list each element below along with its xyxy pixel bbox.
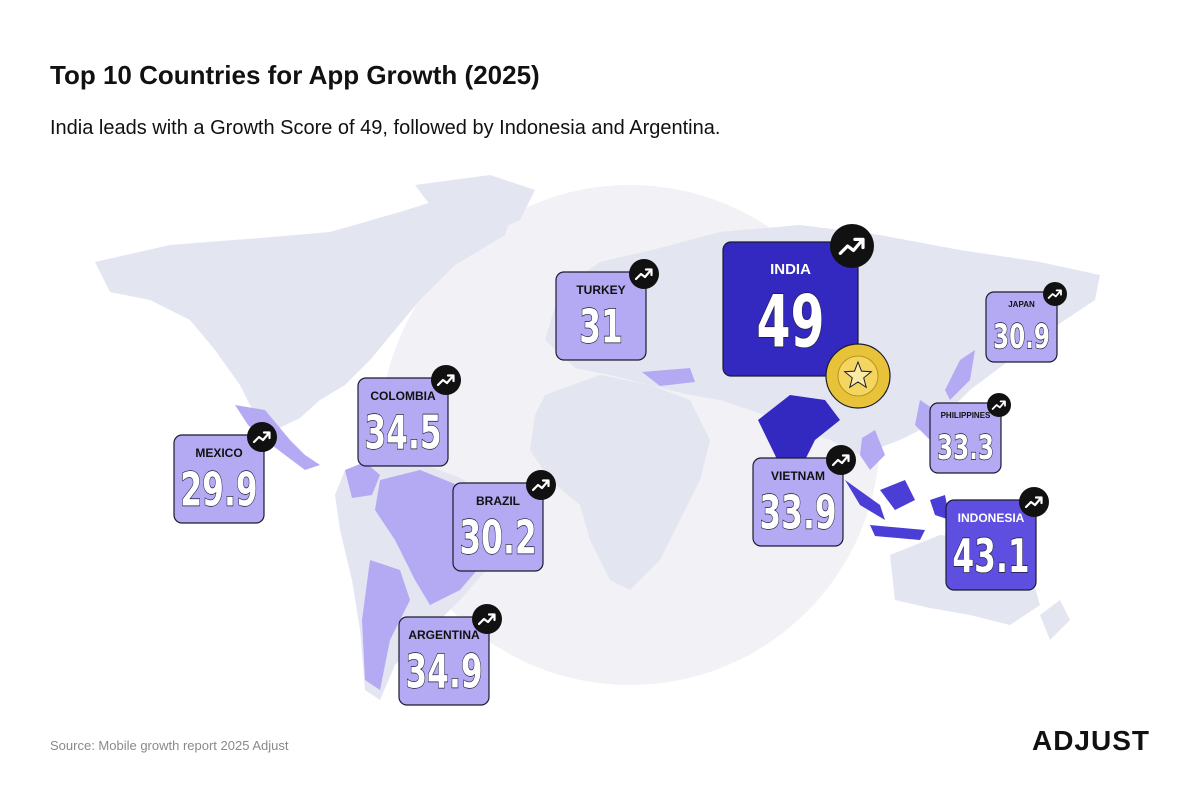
trend-arrow	[436, 374, 455, 387]
country-name: PHILIPPINES	[941, 411, 991, 420]
country-cards: MEXICO 29.9 COLOMBIA 34.5 BRAZIL 30.2 ARGENTIN…	[173, 224, 1067, 706]
trend-arrow-head	[999, 400, 1006, 407]
trend-arrow	[252, 431, 271, 444]
country-name: JAPAN	[1008, 300, 1035, 309]
trend-badge	[830, 224, 874, 268]
trend-arrow	[477, 613, 496, 626]
trend-arrow-head	[446, 374, 455, 383]
country-name: VIETNAM	[771, 469, 825, 483]
trend-badge	[629, 259, 659, 289]
greenland	[415, 175, 535, 238]
mexico-shape	[235, 405, 320, 470]
trend-badge	[1019, 487, 1049, 517]
card-box	[722, 241, 859, 377]
trend-arrow-head	[262, 431, 271, 440]
trend-arrow-head	[1034, 496, 1043, 505]
trend-badge	[987, 393, 1011, 417]
trend-badge	[1043, 282, 1067, 306]
country-card: INDIA 49	[722, 224, 891, 409]
sumatra	[845, 480, 885, 520]
japan-shape	[945, 350, 975, 400]
country-name: MEXICO	[195, 446, 242, 460]
trend-badge	[247, 422, 277, 452]
africa	[530, 375, 710, 590]
growth-score: 33.9	[759, 486, 836, 540]
country-name: ARGENTINA	[408, 628, 480, 642]
trend-badge	[526, 470, 556, 500]
trend-arrow-head	[487, 613, 496, 622]
card-box	[357, 377, 449, 467]
vietnam-shape	[860, 430, 885, 470]
trend-arrow	[831, 454, 850, 467]
title: Top 10 Countries for App Growth (2025)	[50, 60, 540, 90]
country-card: COLOMBIA 34.5	[357, 365, 461, 467]
new-zealand	[1040, 600, 1070, 640]
card-box	[752, 457, 844, 547]
country-name: COLOMBIA	[370, 389, 436, 403]
trend-arrow	[1047, 289, 1062, 299]
subtitle: India leads with a Growth Score of 49, f…	[50, 117, 720, 139]
country-card: MEXICO 29.9	[173, 422, 277, 524]
country-name: BRAZIL	[476, 494, 520, 508]
card-box	[555, 271, 647, 361]
card-box	[945, 499, 1037, 591]
country-name: INDIA	[770, 261, 811, 278]
growth-score: 43.1	[952, 530, 1029, 584]
logo: ADJUST	[1032, 725, 1150, 756]
growth-score: 29.9	[180, 463, 257, 517]
growth-score: 31	[579, 300, 623, 354]
india-shape	[758, 395, 840, 490]
growth-score: 34.9	[405, 645, 482, 699]
card-box	[398, 616, 490, 706]
medal-star	[843, 360, 873, 389]
growth-score: 30.2	[459, 511, 536, 565]
colombia-shape	[345, 462, 380, 498]
country-card: JAPAN 30.9	[985, 282, 1067, 363]
country-card: BRAZIL 30.2	[452, 470, 556, 572]
card-box	[985, 291, 1058, 363]
trend-arrow-head	[1055, 289, 1062, 296]
trend-arrow-head	[853, 237, 865, 250]
trend-badge	[431, 365, 461, 395]
growth-score: 33.3	[937, 427, 994, 467]
argentina-shape	[362, 560, 410, 690]
card-box	[173, 434, 265, 524]
country-card: PHILIPPINES 33.3	[929, 393, 1011, 474]
trend-arrow-head	[541, 479, 550, 488]
card-box	[452, 482, 544, 572]
growth-score: 49	[756, 280, 824, 364]
country-name: INDONESIA	[958, 511, 1025, 525]
trend-arrow	[838, 238, 864, 255]
sulawesi	[930, 495, 950, 520]
trend-arrow-head	[644, 268, 653, 277]
source: Source: Mobile growth report 2025 Adjust	[50, 738, 289, 753]
growth-score: 30.9	[993, 316, 1050, 356]
trend-arrow	[991, 400, 1006, 410]
north-america	[95, 188, 520, 430]
trend-badge	[472, 604, 502, 634]
growth-score: 34.5	[364, 406, 441, 460]
turkey-shape	[642, 368, 695, 386]
java	[870, 525, 925, 540]
country-card: INDONESIA 43.1	[945, 487, 1049, 591]
trend-arrow	[634, 268, 653, 281]
country-card: ARGENTINA 34.9	[398, 604, 502, 706]
trend-arrow-head	[841, 454, 850, 463]
trend-arrow	[1024, 496, 1043, 509]
indonesia-shape	[845, 480, 950, 540]
borneo	[880, 480, 915, 510]
card-box	[929, 402, 1002, 474]
trend-badge	[826, 445, 856, 475]
trend-arrow	[531, 479, 550, 492]
country-card: VIETNAM 33.9	[752, 445, 856, 547]
country-card: TURKEY 31	[555, 259, 659, 361]
country-name: TURKEY	[576, 283, 625, 297]
